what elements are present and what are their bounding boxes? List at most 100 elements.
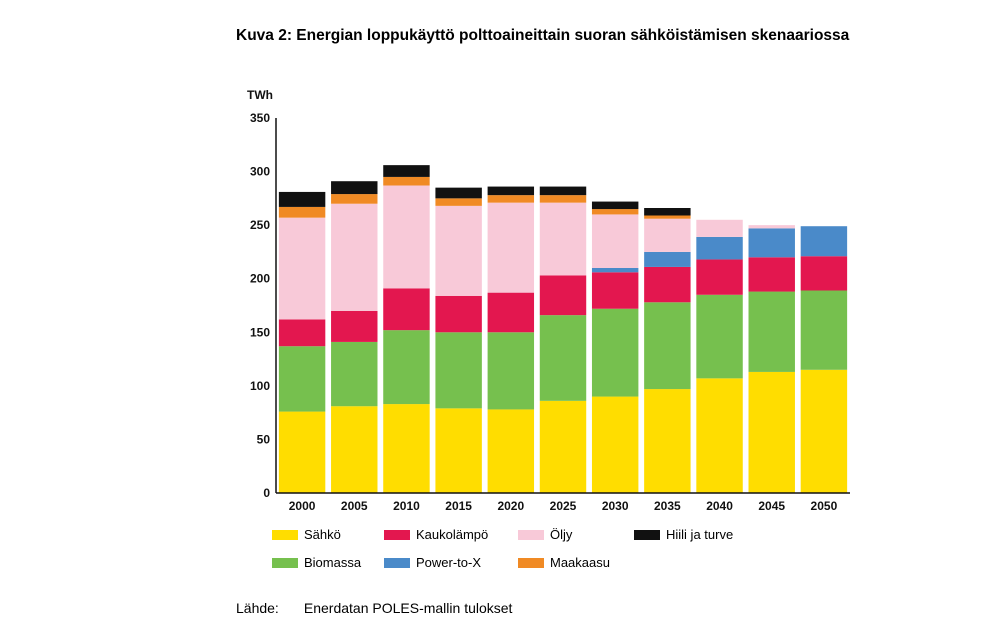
legend-item: Hiili ja turve	[634, 527, 733, 542]
bar-segment	[278, 346, 326, 412]
x-axis-ticks: 2000 2005 2010 2015 2020 2025 2030 2035 2040 2045…	[289, 499, 838, 513]
legend-swatch	[384, 557, 410, 568]
bar-segment	[591, 209, 639, 215]
x-tick-label: 2000	[289, 499, 316, 513]
chart-title: Kuva 2: Energian loppukäyttö polttoainei…	[236, 27, 850, 44]
x-tick-label: 2025	[550, 499, 577, 513]
x-tick-label: 2050	[811, 499, 838, 513]
legend-label: Power-to-X	[416, 555, 482, 570]
bar-segment	[644, 218, 691, 252]
bar-segment	[591, 268, 639, 273]
bar-segment	[591, 308, 639, 397]
x-tick-label: 2020	[497, 499, 524, 513]
bar-segment	[644, 251, 691, 267]
bar-segment	[383, 330, 430, 405]
bar-segment	[487, 332, 535, 410]
bar-segment	[696, 294, 743, 379]
bar-segment	[278, 319, 326, 347]
bar-segment	[591, 201, 639, 210]
bar-segment	[748, 228, 795, 258]
bar-segment	[696, 378, 743, 493]
bar-segment	[539, 202, 587, 276]
bar-segment	[435, 408, 482, 493]
bar-segment	[487, 195, 535, 203]
legend-swatch	[384, 529, 410, 540]
bar-segment	[487, 409, 535, 493]
legend-swatch	[272, 557, 298, 568]
bar-segment	[278, 206, 326, 218]
bar-segment	[591, 396, 639, 493]
bar-segment	[383, 176, 430, 186]
legend-label: Sähkö	[304, 527, 341, 542]
bar-segment	[278, 411, 326, 493]
bar-segment	[331, 341, 378, 407]
bar-segment	[800, 290, 848, 370]
bar-segment	[487, 186, 535, 196]
y-tick-label: 250	[250, 218, 270, 232]
legend-swatch	[272, 529, 298, 540]
bar-segment	[331, 194, 378, 204]
bar-segment	[644, 208, 691, 216]
legend-item: Power-to-X	[384, 555, 481, 570]
legend-swatch	[518, 529, 544, 540]
bar-segment	[435, 332, 482, 409]
x-tick-label: 2010	[393, 499, 420, 513]
bar-segment	[278, 217, 326, 320]
x-tick-label: 2015	[445, 499, 472, 513]
bar-segment	[800, 369, 848, 493]
y-tick-label: 0	[263, 486, 270, 500]
bar-segment	[539, 195, 587, 203]
legend-item: Kaukolämpö	[384, 527, 488, 542]
x-tick-label: 2045	[758, 499, 785, 513]
y-tick-label: 300	[250, 165, 270, 179]
bar-segment	[383, 288, 430, 331]
bar-segment	[748, 225, 795, 229]
bar-segment	[591, 272, 639, 309]
bar-segment	[800, 226, 848, 257]
bar-segment	[800, 256, 848, 291]
legend-label: Kaukolämpö	[416, 527, 489, 542]
y-axis-unit-label: TWh	[247, 88, 273, 102]
bar-segment	[644, 266, 691, 303]
bar-segment	[383, 404, 430, 493]
bar-segment	[748, 371, 795, 493]
bar-segment	[331, 310, 378, 342]
bar-segment	[748, 291, 795, 372]
bar-segment	[644, 215, 691, 219]
bar-segment	[383, 165, 430, 177]
source-note: Lähde: Enerdatan POLES-mallin tulokset	[236, 600, 512, 616]
bar-segment	[696, 219, 743, 237]
legend-swatch	[634, 529, 660, 540]
y-tick-label: 150	[250, 325, 270, 339]
bar-segment	[539, 315, 587, 401]
y-tick-label: 100	[250, 379, 270, 393]
bar-segment	[383, 185, 430, 289]
legend-label: Maakaasu	[550, 555, 610, 570]
legend-label: Öljy	[550, 527, 573, 542]
x-tick-label: 2040	[706, 499, 733, 513]
legend-item: Biomassa	[272, 555, 361, 570]
y-tick-label: 50	[257, 432, 271, 446]
bar-segment	[696, 259, 743, 295]
source-text: Enerdatan POLES-mallin tulokset	[303, 600, 513, 616]
legend-label: Biomassa	[304, 555, 362, 570]
y-tick-label: 350	[250, 111, 270, 125]
bar-segment	[331, 203, 378, 311]
bar-segment	[278, 191, 326, 207]
bar-segment	[539, 186, 587, 196]
bar-segment	[696, 236, 743, 260]
x-tick-label: 2035	[654, 499, 681, 513]
legend-item: Maakaasu	[518, 555, 610, 570]
bar-segment	[435, 187, 482, 199]
bar-segment	[331, 406, 378, 493]
bar-segment	[748, 257, 795, 292]
bar-segment	[644, 302, 691, 390]
legend-swatch	[518, 557, 544, 568]
bar-segment	[644, 389, 691, 493]
legend-item: Sähkö	[272, 527, 341, 542]
bar-segment	[435, 198, 482, 206]
source-label: Lähde:	[236, 600, 279, 616]
legend-item: Öljy	[518, 527, 572, 542]
bar-segment	[539, 275, 587, 316]
